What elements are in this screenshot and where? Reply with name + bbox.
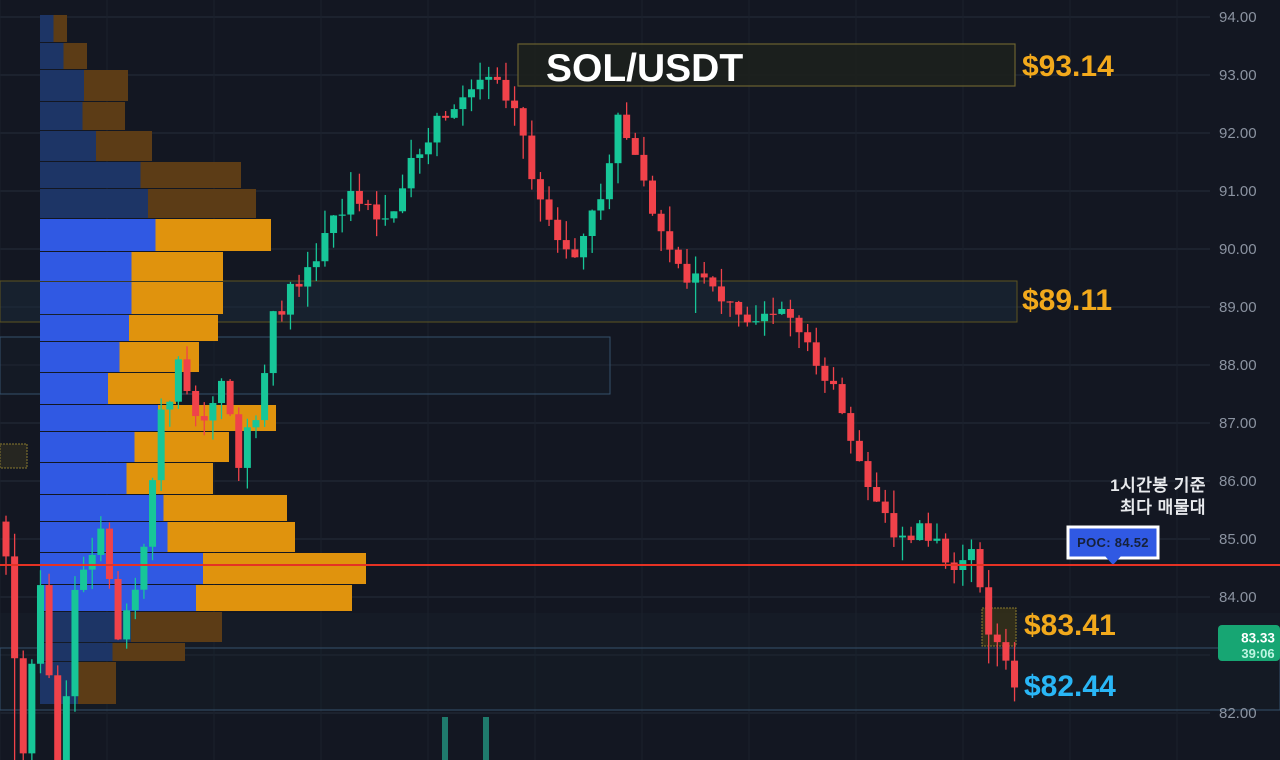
svg-text:$82.44: $82.44 bbox=[1024, 670, 1116, 703]
svg-text:85.00: 85.00 bbox=[1219, 531, 1257, 548]
svg-text:86.00: 86.00 bbox=[1219, 473, 1257, 490]
svg-text:91.00: 91.00 bbox=[1219, 183, 1257, 200]
svg-text:92.00: 92.00 bbox=[1219, 125, 1257, 142]
svg-text:$83.41: $83.41 bbox=[1024, 609, 1116, 642]
svg-text:84.00: 84.00 bbox=[1219, 589, 1257, 606]
svg-text:89.00: 89.00 bbox=[1219, 299, 1257, 316]
svg-text:93.00: 93.00 bbox=[1219, 67, 1257, 84]
svg-text:83.33: 83.33 bbox=[1241, 631, 1275, 646]
svg-text:82.00: 82.00 bbox=[1219, 705, 1257, 722]
svg-text:POC: 84.52: POC: 84.52 bbox=[1077, 535, 1149, 550]
svg-text:39:06: 39:06 bbox=[1241, 646, 1274, 661]
svg-text:90.00: 90.00 bbox=[1219, 241, 1257, 258]
svg-text:SOL/USDT: SOL/USDT bbox=[546, 47, 743, 90]
svg-text:88.00: 88.00 bbox=[1219, 357, 1257, 374]
svg-text:1시간봉 기준: 1시간봉 기준 bbox=[1110, 476, 1206, 495]
svg-text:87.00: 87.00 bbox=[1219, 415, 1257, 432]
svg-text:최다 매물대: 최다 매물대 bbox=[1120, 498, 1206, 517]
svg-text:94.00: 94.00 bbox=[1219, 9, 1257, 26]
svg-text:$89.11: $89.11 bbox=[1022, 284, 1112, 317]
svg-text:$93.14: $93.14 bbox=[1022, 50, 1114, 83]
